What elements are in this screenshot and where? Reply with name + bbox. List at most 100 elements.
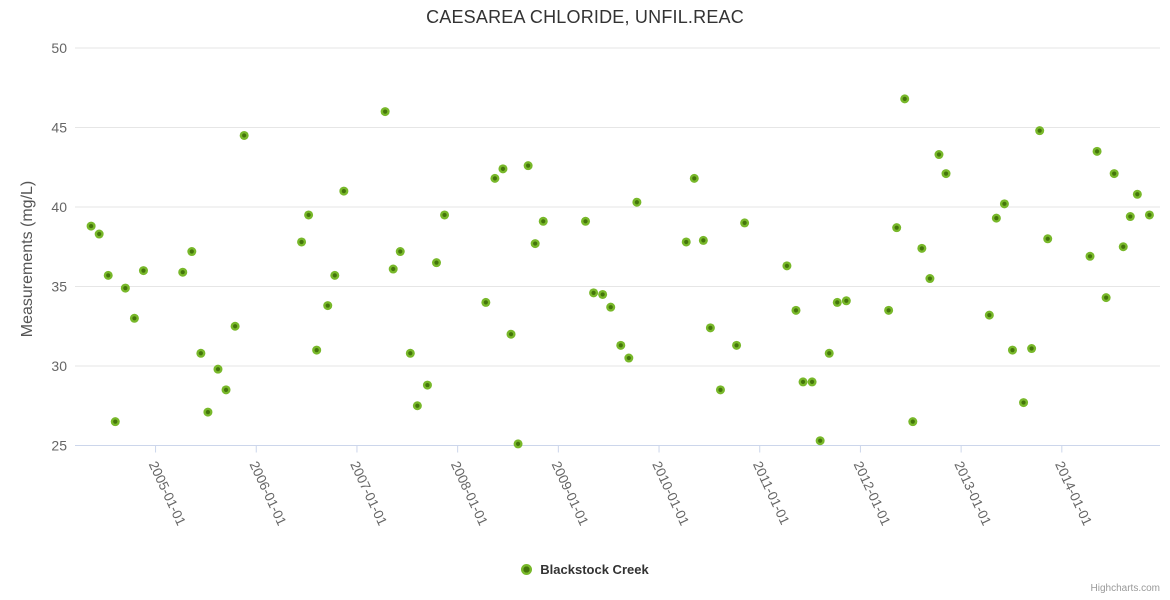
data-point-center (718, 387, 723, 392)
y-axis-tick-label: 30 (51, 358, 67, 374)
data-point-center (306, 212, 311, 218)
x-axis-tick-label: 2006-01-01 (247, 459, 290, 528)
data-point-center (734, 343, 739, 348)
data-point-center (325, 303, 330, 308)
data-point-center (408, 351, 413, 356)
data-point-center (809, 379, 815, 384)
x-axis-tick-label: 2009-01-01 (549, 459, 592, 528)
x-axis-tick-label: 2005-01-01 (146, 459, 189, 528)
data-point-center (189, 249, 194, 254)
data-point-center (591, 290, 596, 295)
legend-marker-icon (521, 564, 533, 575)
data-point-center (113, 419, 118, 424)
data-point-center (391, 266, 396, 272)
data-point-center (242, 133, 247, 138)
data-point-center (1112, 171, 1117, 176)
data-point-center (233, 324, 238, 329)
data-point-center (1087, 254, 1093, 259)
data-point-center (398, 249, 403, 254)
data-point-center (618, 343, 623, 348)
data-point-center (508, 332, 514, 337)
data-point-center (314, 348, 319, 353)
x-axis-tick-label: 2012-01-01 (851, 459, 894, 528)
data-point-center (223, 387, 229, 392)
data-point-center (600, 292, 605, 297)
data-point-center (902, 96, 907, 101)
data-point-center (515, 441, 521, 447)
data-point-center (1104, 295, 1109, 300)
data-point-center (827, 351, 832, 356)
data-point-center (483, 300, 488, 305)
y-axis-tick-label: 40 (51, 199, 67, 215)
data-point-center (1002, 201, 1007, 206)
data-point-center (97, 231, 102, 237)
data-point-center (701, 238, 706, 243)
x-axis-tick-label: 2010-01-01 (649, 459, 692, 528)
data-point-center (943, 171, 949, 176)
x-axis-tick-label: 2013-01-01 (951, 459, 994, 528)
data-point-center (987, 313, 992, 318)
data-point-center (434, 260, 439, 265)
data-point-center (1037, 128, 1042, 133)
data-point-center (526, 163, 531, 168)
data-point-center (533, 241, 538, 246)
data-point-center (205, 410, 211, 415)
data-point-center (1010, 348, 1015, 353)
data-point-center (332, 273, 337, 278)
data-point-center (1135, 192, 1140, 197)
data-point-center (608, 305, 613, 310)
data-point-center (684, 239, 689, 245)
data-point-center (1094, 149, 1100, 154)
x-axis-tick-label: 2011-01-01 (750, 459, 792, 527)
data-point-center (492, 176, 498, 181)
data-point-center (215, 367, 221, 372)
legend-label: Blackstock Creek (540, 562, 649, 577)
highcharts-credit-link[interactable]: Highcharts.com (1090, 583, 1160, 594)
y-axis-tick-label: 35 (51, 279, 67, 295)
legend-item-blackstock-creek[interactable]: Blackstock Creek (0, 562, 1170, 577)
data-point-center (141, 268, 146, 273)
data-point-center (1128, 214, 1133, 219)
data-point-center (132, 316, 137, 321)
data-point-center (1021, 400, 1026, 405)
data-point-center (844, 298, 849, 303)
data-point-center (415, 403, 420, 408)
data-point-center (994, 216, 999, 221)
data-point-center (894, 225, 899, 230)
data-point-center (626, 355, 631, 361)
data-point-center (583, 219, 588, 224)
data-point-center (1121, 244, 1126, 249)
data-point-center (919, 246, 924, 251)
data-point-center (89, 223, 94, 229)
data-point-center (341, 189, 346, 194)
data-point-center (383, 109, 388, 114)
data-point-center (886, 308, 891, 313)
data-point-center (692, 176, 697, 181)
data-point-center (425, 382, 430, 388)
data-point-center (835, 300, 840, 305)
data-point-center (793, 308, 799, 313)
data-point-center (1147, 212, 1152, 218)
data-point-center (800, 379, 806, 384)
data-point-center (784, 263, 790, 268)
data-point-center (106, 273, 111, 278)
data-point-center (634, 200, 639, 205)
x-axis-tick-label: 2007-01-01 (347, 459, 390, 528)
data-point-center (927, 276, 933, 281)
data-point-center (198, 351, 203, 356)
data-point-center (708, 325, 713, 330)
chart-title: CAESAREA CHLORIDE, UNFIL.REAC (426, 7, 744, 27)
x-axis-tick-label: 2014-01-01 (1052, 459, 1095, 528)
data-point-center (180, 270, 185, 275)
data-point-center (742, 220, 747, 225)
data-point-center (1045, 236, 1050, 241)
data-point-center (936, 152, 942, 157)
y-axis-tick-label: 25 (51, 438, 67, 454)
data-point-center (818, 438, 823, 443)
data-point-center (541, 219, 546, 224)
data-point-center (1029, 346, 1034, 351)
y-axis-tick-label: 45 (51, 120, 67, 136)
data-point-center (123, 285, 128, 291)
